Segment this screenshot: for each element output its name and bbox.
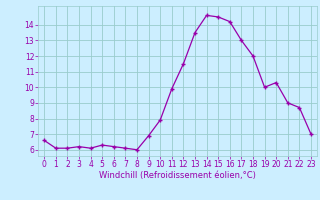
X-axis label: Windchill (Refroidissement éolien,°C): Windchill (Refroidissement éolien,°C) — [99, 171, 256, 180]
